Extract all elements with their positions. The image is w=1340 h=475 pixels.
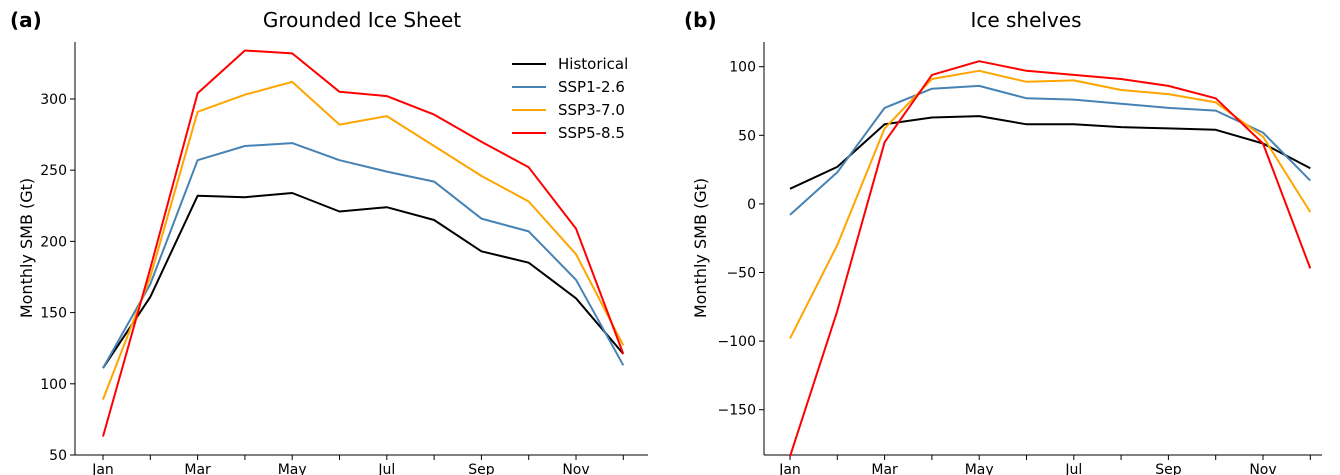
x-tick-label: Mar xyxy=(871,462,898,475)
chart-title: Ice shelves xyxy=(970,8,1081,32)
x-tick-label: Mar xyxy=(184,462,211,475)
series-line-ssp3-7-0 xyxy=(102,80,625,400)
legend-entry: Historical xyxy=(558,55,628,73)
y-tick-label: 300 xyxy=(40,92,67,108)
y-tick-label: 0 xyxy=(747,197,756,213)
series-line-ssp3-7-0 xyxy=(789,69,1312,339)
y-tick-label: 100 xyxy=(729,60,756,76)
series-line-historical xyxy=(789,115,1311,190)
legend-entry: SSP3-7.0 xyxy=(558,101,625,119)
panel-label: (b) xyxy=(684,8,717,32)
y-tick-label: 200 xyxy=(40,234,67,250)
series-line-historical xyxy=(102,192,625,369)
x-tick-label: Jul xyxy=(1064,462,1082,475)
x-tick-label: Jan xyxy=(778,462,801,475)
legend: Historical SSP1-2.6 SSP3-7.0 SSP5-8.5 xyxy=(512,55,628,142)
y-axis-label: Monthly SMB (Gt) xyxy=(17,178,36,318)
series-line-ssp1-2-6 xyxy=(789,84,1312,216)
y-tick-label: −150 xyxy=(718,403,756,419)
series-line-ssp5-8-5 xyxy=(789,60,1312,457)
y-tick-label: 250 xyxy=(40,163,67,179)
panel-ice-shelves: (b) Ice shelves Monthly SMB (Gt) −150 −10… xyxy=(684,8,1322,475)
y-tick-label: 50 xyxy=(49,448,67,464)
x-tick-label: Nov xyxy=(562,462,589,475)
series-line-ssp5-8-5 xyxy=(102,49,625,437)
x-tick-label: May xyxy=(278,462,307,475)
legend-entry: SSP1-2.6 xyxy=(558,78,625,96)
x-tick-label: Jul xyxy=(377,462,395,475)
x-tick-label: Sep xyxy=(1155,462,1182,475)
y-tick-label: 100 xyxy=(40,377,67,393)
panel-grounded-ice-sheet: (a) Grounded Ice Sheet Monthly SMB (Gt) … xyxy=(10,8,648,475)
x-tick-label: Sep xyxy=(468,462,495,475)
y-axis-label: Monthly SMB (Gt) xyxy=(691,178,710,318)
legend-entry: SSP5-8.5 xyxy=(558,124,625,142)
y-tick-label: 50 xyxy=(738,128,756,144)
chart-title: Grounded Ice Sheet xyxy=(263,8,461,32)
x-tick-label: May xyxy=(965,462,994,475)
series-line-ssp1-2-6 xyxy=(102,142,625,369)
y-tick-label: −100 xyxy=(718,334,756,350)
y-tick-label: −50 xyxy=(726,266,756,282)
y-tick-label: 150 xyxy=(40,306,67,322)
x-tick-label: Jan xyxy=(91,462,114,475)
x-tick-label: Nov xyxy=(1249,462,1276,475)
panel-label: (a) xyxy=(10,8,42,32)
